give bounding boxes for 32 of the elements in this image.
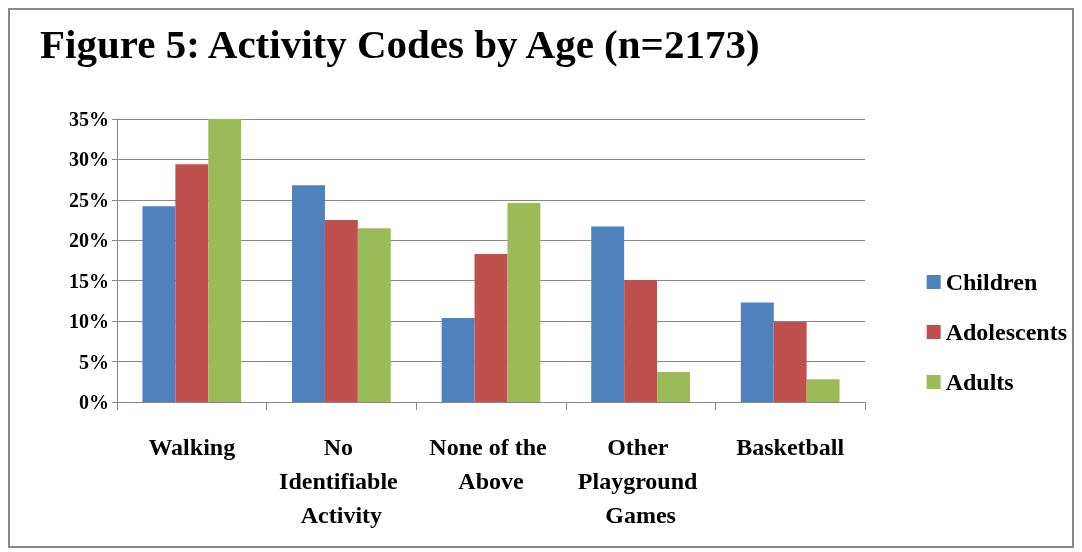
bar — [507, 203, 541, 402]
x-tick-label: Basketball — [736, 434, 845, 460]
legend-label: Children — [945, 269, 1038, 295]
x-tick-label: None of the Above — [429, 434, 553, 494]
bar — [357, 228, 391, 402]
y-tick-label: 20% — [69, 229, 109, 252]
bar — [474, 254, 508, 402]
bar — [657, 372, 690, 402]
y-tick-label: 35% — [69, 108, 109, 130]
y-tick-label: 10% — [69, 310, 109, 333]
bar — [292, 185, 325, 402]
x-tick-label: No Identifiable Activity — [279, 434, 404, 528]
y-tick-label: 25% — [69, 188, 109, 211]
y-tick-label: 5% — [79, 350, 109, 373]
legend-label: Adults — [945, 369, 1014, 395]
y-tick-label: 15% — [69, 269, 109, 292]
x-tick-label: Walking — [148, 434, 236, 460]
bar — [441, 317, 475, 402]
bar — [208, 119, 242, 402]
bar — [624, 279, 658, 402]
bar — [324, 220, 358, 402]
y-tick-label: 0% — [79, 391, 109, 413]
bar — [773, 321, 807, 402]
y-tick-label: 30% — [69, 148, 109, 171]
legend-label: Adolescents — [945, 319, 1067, 345]
x-tick-label: Other Playground Games — [577, 434, 704, 528]
bar — [806, 379, 840, 402]
bar — [175, 164, 209, 402]
chart-title: Figure 5: Activity Codes by Age (n=2173) — [40, 20, 760, 67]
bar — [142, 206, 176, 402]
bar — [740, 302, 774, 402]
bar — [591, 226, 625, 402]
